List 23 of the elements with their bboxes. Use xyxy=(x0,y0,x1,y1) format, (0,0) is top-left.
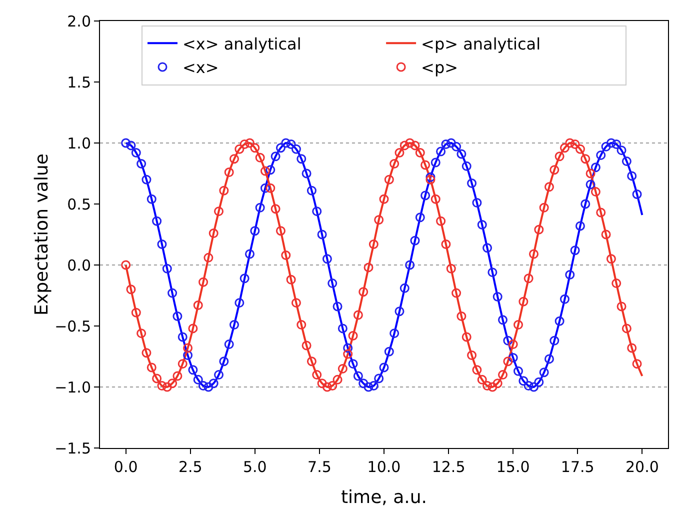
y-axis-title: Expectation value xyxy=(32,154,53,316)
legend-label: <x> xyxy=(182,58,219,78)
y-tick-label: −1.5 xyxy=(54,439,91,458)
legend-label: <x> analytical xyxy=(182,34,302,54)
x-tick-label: 20.0 xyxy=(625,458,659,476)
x-tick-label: 10.0 xyxy=(367,458,401,476)
legend-label: <p> analytical xyxy=(421,34,541,54)
x-tick-label: 5.0 xyxy=(242,458,267,476)
x-tick-label: 7.5 xyxy=(308,458,332,476)
y-tick-label: 0.5 xyxy=(67,195,91,214)
y-tick-label: −1.0 xyxy=(54,378,91,396)
x-tick-label: 15.0 xyxy=(496,458,530,476)
x-tick-label: 0.0 xyxy=(114,458,138,476)
x-tick-label: 2.5 xyxy=(178,458,202,476)
y-tick-label: 2.0 xyxy=(67,12,91,30)
x-axis-title: time, a.u. xyxy=(341,487,427,508)
x-tick-label: 12.5 xyxy=(432,458,466,476)
legend-label: <p> xyxy=(421,58,458,78)
y-tick-label: 1.5 xyxy=(67,73,91,92)
x-tick-label: 17.5 xyxy=(560,458,594,476)
y-tick-label: −0.5 xyxy=(54,317,91,336)
y-tick-label: 1.0 xyxy=(67,134,91,152)
y-tick-label: 0.0 xyxy=(67,256,91,274)
